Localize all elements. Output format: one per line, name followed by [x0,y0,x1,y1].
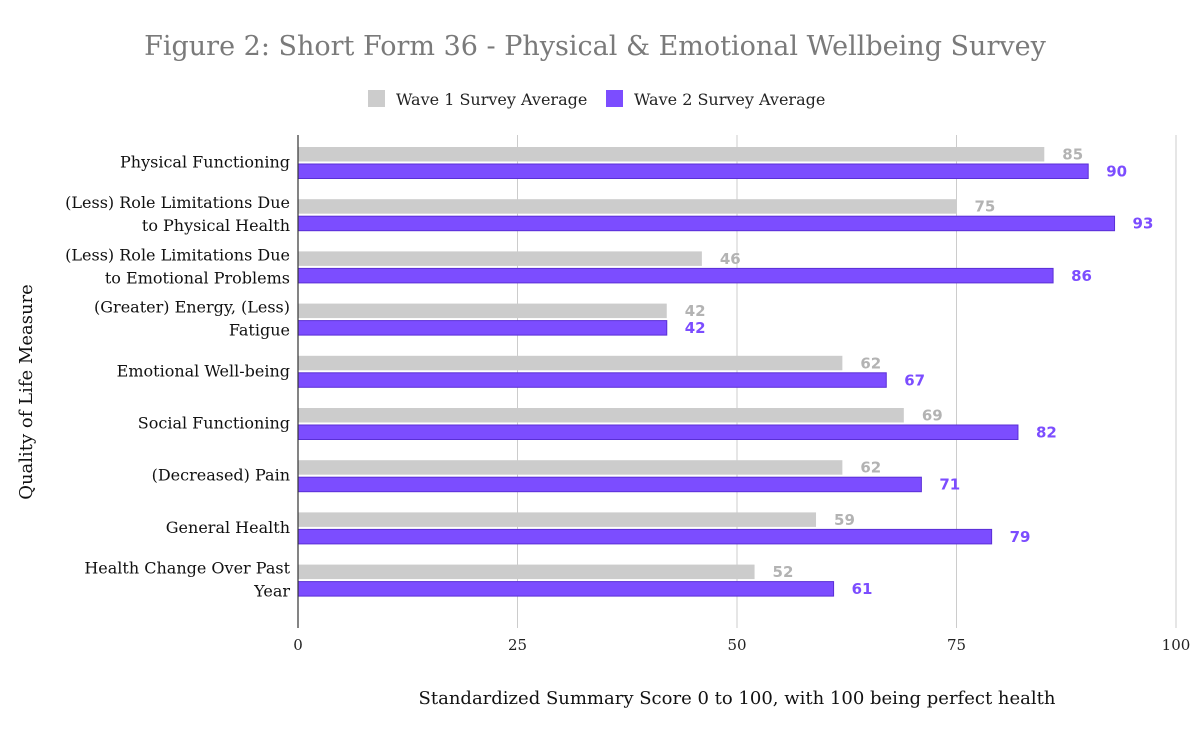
legend-label-wave-1: Wave 1 Survey Average [396,90,587,109]
x-tick-label-100: 100 [1162,636,1191,654]
data-label-health-change-over-past-year-wave-1: 52 [773,563,794,581]
bar-health-change-over-past-year-wave-2 [297,581,835,597]
bar-social-functioning-wave-1 [298,408,904,423]
bar-social-functioning-wave-2 [297,424,1019,440]
data-label-physical-functioning-wave-1: 85 [1062,146,1083,164]
data-label-decreased-pain-wave-2: 71 [939,476,960,494]
data-label-health-change-over-past-year-wave-2: 61 [852,580,873,598]
data-label-less-role-limitations-due-to-emotional-problems-wave-1: 46 [720,250,741,268]
legend-swatch-wave-1 [368,90,385,107]
bar-decreased-pain-wave-2 [297,476,922,493]
y-axis-title: Quality of Life Measure [16,284,37,500]
data-label-less-role-limitations-due-to-physical-health-wave-2: 93 [1133,215,1154,233]
x-tick-label-50: 50 [727,636,746,654]
data-label-emotional-well-being-wave-2: 67 [904,371,925,389]
bar-health-change-over-past-year-wave-1 [298,564,755,580]
x-tick-label-25: 25 [508,636,527,654]
bar-less-role-limitations-due-to-physical-health-wave-1 [298,199,957,214]
legend-label-wave-2: Wave 2 Survey Average [634,90,825,109]
legend-swatch-wave-2 [606,90,623,107]
data-label-general-health-wave-1: 59 [834,511,855,529]
data-label-social-functioning-wave-1: 69 [922,407,943,425]
legend: Wave 1 Survey Average Wave 2 Survey Aver… [368,90,825,109]
data-label-social-functioning-wave-2: 82 [1036,424,1057,442]
bar-physical-functioning-wave-2 [297,163,1089,179]
data-label-general-health-wave-2: 79 [1010,528,1031,546]
bar-greater-energy-less-fatigue-wave-1 [298,303,667,319]
x-axis-title: Standardized Summary Score 0 to 100, wit… [419,688,1056,709]
x-tick-label-0: 0 [293,636,303,654]
x-tick-label-75: 75 [947,636,966,654]
category-label-greater-energy-less-fatigue-line-1: (Greater) Energy, (Less) [94,298,290,317]
data-label-physical-functioning-wave-2: 90 [1106,163,1127,181]
category-label-social-functioning: Social Functioning [138,414,290,433]
category-label-decreased-pain: (Decreased) Pain [152,466,290,485]
category-label-health-change-over-past-year-line-2: Year [253,582,290,601]
bar-greater-energy-less-fatigue-wave-2 [297,320,668,336]
category-label-less-role-limitations-due-to-physical-health-line-1: (Less) Role Limitations Due [65,193,290,212]
bar-emotional-well-being-wave-1 [298,355,843,371]
bar-general-health-wave-1 [298,512,817,527]
category-label-less-role-limitations-due-to-emotional-problems-line-1: (Less) Role Limitations Due [65,245,290,264]
data-label-less-role-limitations-due-to-emotional-problems-wave-2: 86 [1071,267,1092,285]
bar-less-role-limitations-due-to-emotional-problems-wave-1 [298,251,702,266]
bar-decreased-pain-wave-1 [298,460,843,475]
bar-general-health-wave-2 [297,528,993,545]
data-label-emotional-well-being-wave-1: 62 [860,354,881,372]
data-label-decreased-pain-wave-1: 62 [860,459,881,477]
data-label-greater-energy-less-fatigue-wave-2: 42 [685,319,706,337]
category-label-health-change-over-past-year-line-1: Health Change Over Past [84,559,290,578]
bar-physical-functioning-wave-1 [298,147,1045,162]
category-label-general-health: General Health [166,518,290,537]
category-label-physical-functioning: Physical Functioning [120,153,290,172]
bar-less-role-limitations-due-to-emotional-problems-wave-2 [297,267,1054,284]
bar-emotional-well-being-wave-2 [297,372,887,388]
data-label-less-role-limitations-due-to-physical-health-wave-1: 75 [975,198,996,216]
plot-area: 0 25 50 75 100 85 90 Physical Functioning 75 93 (L… [65,135,1190,654]
category-label-less-role-limitations-due-to-physical-health-line-2: to Physical Health [142,216,290,235]
chart-title: Figure 2: Short Form 36 - Physical & Emo… [144,31,1046,62]
category-label-less-role-limitations-due-to-emotional-problems-line-2: to Emotional Problems [105,268,290,287]
bar-less-role-limitations-due-to-physical-health-wave-2 [297,215,1116,232]
data-label-greater-energy-less-fatigue-wave-1: 42 [685,302,706,320]
category-label-greater-energy-less-fatigue-line-2: Fatigue [229,321,290,340]
category-label-emotional-well-being: Emotional Well-being [117,361,290,380]
